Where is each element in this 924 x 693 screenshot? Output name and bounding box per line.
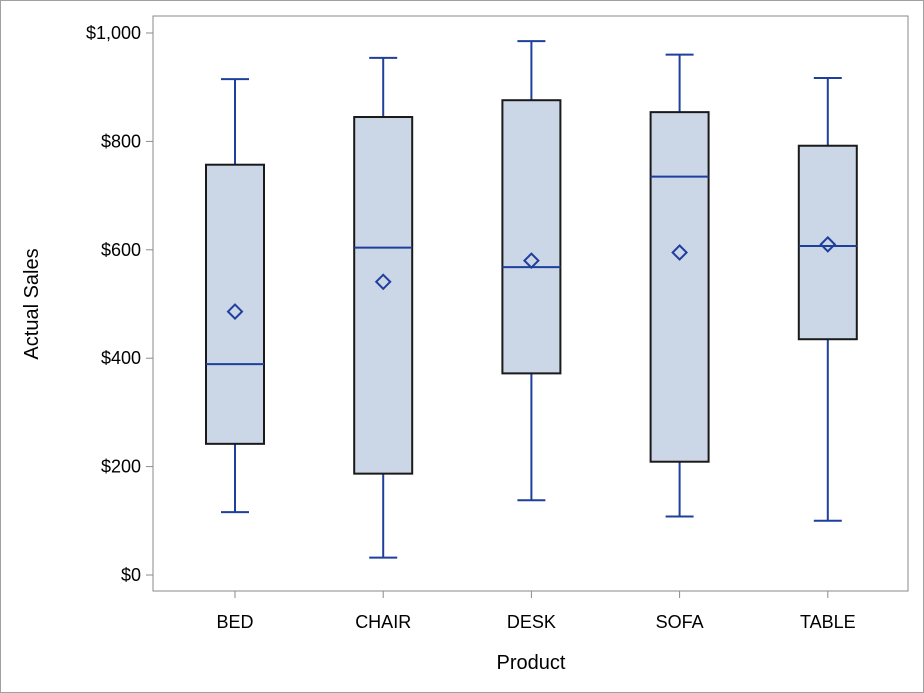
- box-bed: [205, 78, 265, 514]
- iqr-box: [353, 116, 414, 475]
- x-tick-label: TABLE: [800, 612, 856, 632]
- boxes-group: [205, 40, 858, 559]
- x-tick-label: DESK: [507, 612, 556, 632]
- x-axis-title: Product: [497, 652, 566, 674]
- plot-area: [152, 15, 909, 592]
- y-axis-title: Actual Sales: [21, 248, 43, 359]
- iqr-box: [649, 111, 710, 463]
- box-chair: [353, 56, 414, 559]
- mean-marker: [226, 303, 244, 321]
- y-tick-label: $0: [121, 565, 141, 585]
- iqr-box: [501, 99, 562, 375]
- box-table: [797, 76, 858, 522]
- x-tick-label: SOFA: [656, 612, 704, 632]
- mean-marker: [671, 244, 689, 261]
- x-axis: BED CHAIR DESK SOFA TABLE: [216, 591, 856, 632]
- box-desk: [501, 40, 562, 502]
- mean-marker: [374, 273, 392, 291]
- x-tick-label: BED: [216, 612, 253, 632]
- y-tick-label: $1,000: [86, 23, 141, 43]
- y-tick-label: $600: [101, 240, 141, 260]
- y-axis: $0 $200 $400 $600 $800 $1,000: [86, 23, 153, 585]
- y-tick-label: $400: [101, 348, 141, 368]
- box-sofa: [649, 53, 710, 518]
- y-tick-label: $800: [101, 131, 141, 151]
- mean-marker: [819, 235, 837, 253]
- mean-marker: [522, 252, 540, 270]
- y-tick-label: $200: [101, 457, 141, 477]
- iqr-box: [205, 163, 265, 445]
- iqr-box: [797, 144, 858, 341]
- x-tick-label: CHAIR: [355, 612, 411, 632]
